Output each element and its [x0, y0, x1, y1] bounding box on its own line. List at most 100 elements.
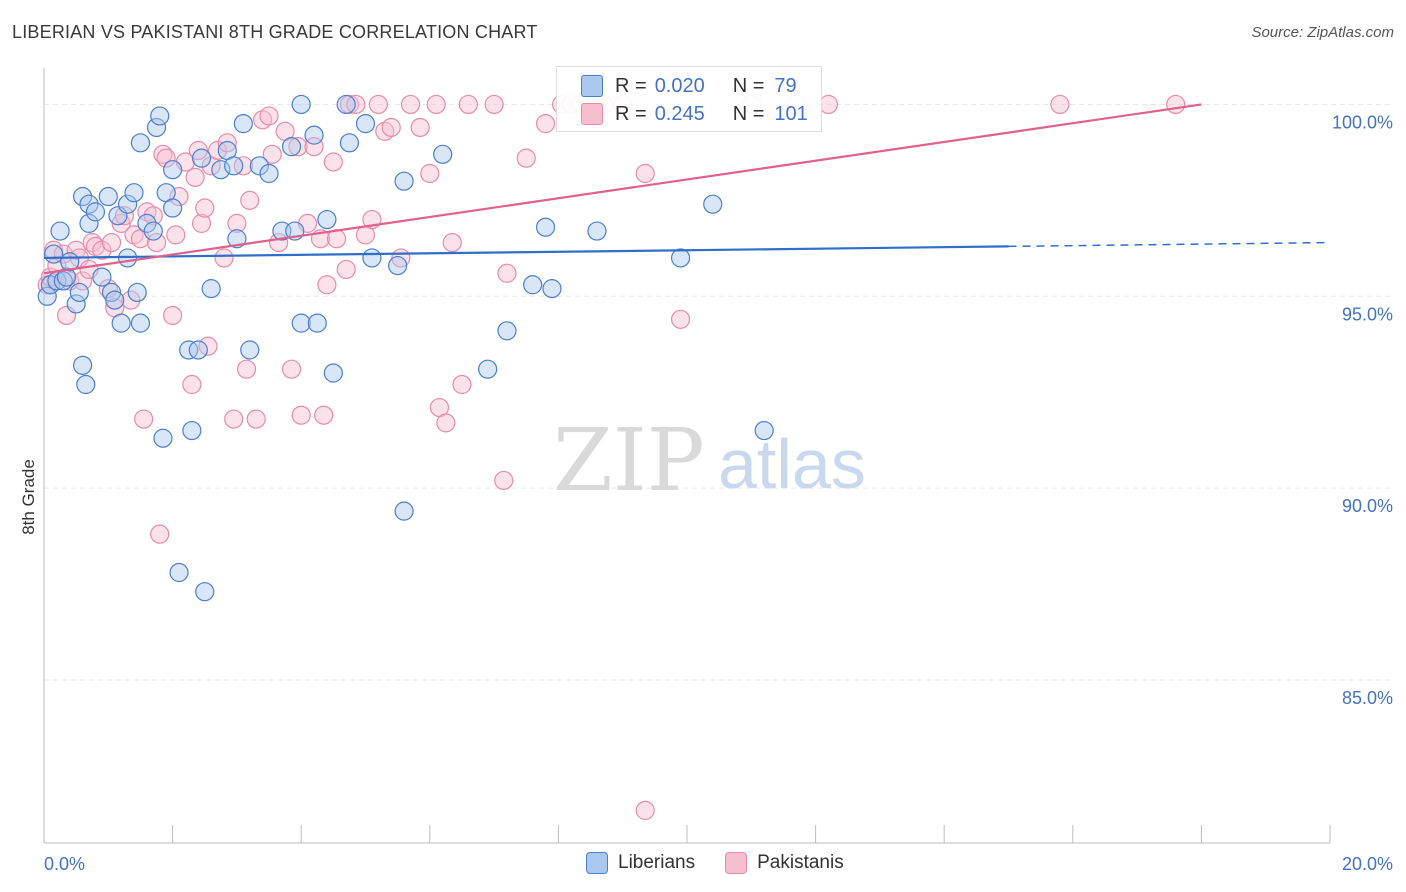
- liberian-point: [143, 221, 163, 241]
- liberian-point: [146, 117, 167, 138]
- pakistani-point: [288, 137, 308, 157]
- watermark-atlas: atlas: [718, 425, 866, 503]
- liberian-point: [105, 290, 125, 310]
- pakistani-point: [101, 232, 122, 253]
- pakistani-point: [818, 94, 839, 115]
- liberian-point: [130, 133, 151, 153]
- liberian-point: [85, 202, 106, 222]
- liberian-point: [182, 420, 202, 441]
- liberian-point: [754, 420, 774, 441]
- correlation-legend: R = 0.020 N = 79 R = 0.245 N = 101: [556, 66, 822, 132]
- pakistani-point: [420, 163, 440, 184]
- liberian-point: [240, 340, 260, 360]
- liberian-point: [117, 194, 138, 214]
- legend-r-label: R =: [615, 74, 647, 97]
- legend-n-value: 79: [774, 74, 797, 97]
- liberian-point: [69, 282, 89, 303]
- legend-swatch-pink: [581, 103, 603, 125]
- pakistani-point: [185, 167, 205, 187]
- legend-swatch-blue: [586, 852, 608, 874]
- liberian-point: [587, 221, 607, 241]
- liberian-point: [394, 501, 414, 521]
- liberian-point: [201, 279, 221, 299]
- legend-n-value: 101: [774, 102, 808, 125]
- pakistani-point: [452, 374, 472, 395]
- liberian-point: [281, 137, 302, 157]
- pakistani-point: [291, 405, 311, 425]
- pakistani-point: [134, 409, 154, 429]
- liberian-point: [291, 94, 311, 115]
- liberian-point: [37, 286, 57, 306]
- y-tick-label: 90.0%: [1342, 496, 1393, 516]
- y-tick-label: 100.0%: [1332, 112, 1393, 132]
- liberians-points: [37, 94, 774, 602]
- liberian-point: [323, 363, 343, 383]
- liberian-point: [535, 217, 556, 237]
- liberian-point: [523, 275, 543, 295]
- pakistani-point: [442, 232, 462, 253]
- liberian-point: [124, 183, 144, 203]
- pakistani-point: [214, 248, 234, 268]
- pakistani-point: [346, 94, 366, 115]
- liberian-point: [670, 248, 691, 268]
- liberian-point: [101, 282, 122, 303]
- liberian-point: [179, 340, 199, 360]
- liberian-point: [336, 94, 356, 115]
- pakistani-point: [146, 232, 167, 253]
- liberian-point: [339, 133, 360, 153]
- pakistani-point: [516, 148, 536, 168]
- pakistani-point: [195, 198, 215, 218]
- pakistanis-trend-line: [43, 103, 1202, 275]
- liberian-point: [111, 313, 131, 333]
- pakistani-point: [381, 117, 401, 138]
- pakistani-point: [188, 140, 208, 161]
- grid-lines: [44, 103, 1394, 681]
- liberian-point: [56, 267, 77, 287]
- pakistani-point: [281, 359, 302, 379]
- liberian-point: [92, 267, 112, 287]
- liberian-point: [307, 313, 327, 333]
- legend-label-liberians: Liberians: [618, 852, 696, 873]
- pakistani-point: [635, 800, 655, 820]
- liberian-point: [169, 562, 189, 583]
- liberian-point: [127, 282, 147, 303]
- pakistani-point: [635, 163, 655, 184]
- axes: [43, 68, 1331, 844]
- liberian-point: [50, 221, 70, 241]
- source-credit: Source: ZipAtlas.com: [1251, 24, 1394, 41]
- liberian-point: [72, 186, 93, 207]
- liberian-point: [224, 156, 244, 176]
- legend-r-label: R =: [615, 102, 647, 125]
- pakistani-point: [166, 225, 186, 245]
- liberian-point: [249, 156, 270, 176]
- pakistani-point: [191, 213, 212, 233]
- x-tick-label: 0.0%: [44, 854, 85, 874]
- liberian-point: [703, 194, 723, 214]
- x-tick-label: 20.0%: [1342, 854, 1393, 874]
- liberian-point: [130, 313, 151, 333]
- pakistani-point: [169, 186, 189, 207]
- pakistani-point: [1050, 94, 1070, 115]
- liberian-point: [394, 171, 414, 191]
- liberian-point: [76, 374, 96, 395]
- liberian-point: [79, 213, 99, 233]
- liberian-point: [153, 428, 173, 448]
- pakistani-point: [484, 94, 504, 115]
- liberians-trend-line: [43, 245, 1009, 260]
- pakistani-point: [224, 409, 244, 429]
- pakistani-point: [227, 213, 247, 233]
- legend-item-liberians[interactable]: Liberians: [586, 852, 695, 874]
- pakistani-point: [458, 94, 478, 115]
- liberian-point: [233, 114, 253, 134]
- pakistani-point: [314, 405, 334, 425]
- liberian-point: [542, 279, 562, 299]
- pakistani-point: [400, 94, 421, 115]
- liberian-point: [478, 359, 498, 379]
- legend-item-pakistanis[interactable]: Pakistanis: [725, 852, 844, 874]
- legend-swatch-pink: [725, 852, 748, 874]
- legend-label-pakistanis: Pakistanis: [757, 852, 844, 873]
- pakistani-point: [259, 106, 279, 126]
- legend-r-value: 0.245: [654, 102, 705, 125]
- liberian-point: [66, 294, 86, 314]
- legend-r-value: 0.020: [654, 74, 705, 97]
